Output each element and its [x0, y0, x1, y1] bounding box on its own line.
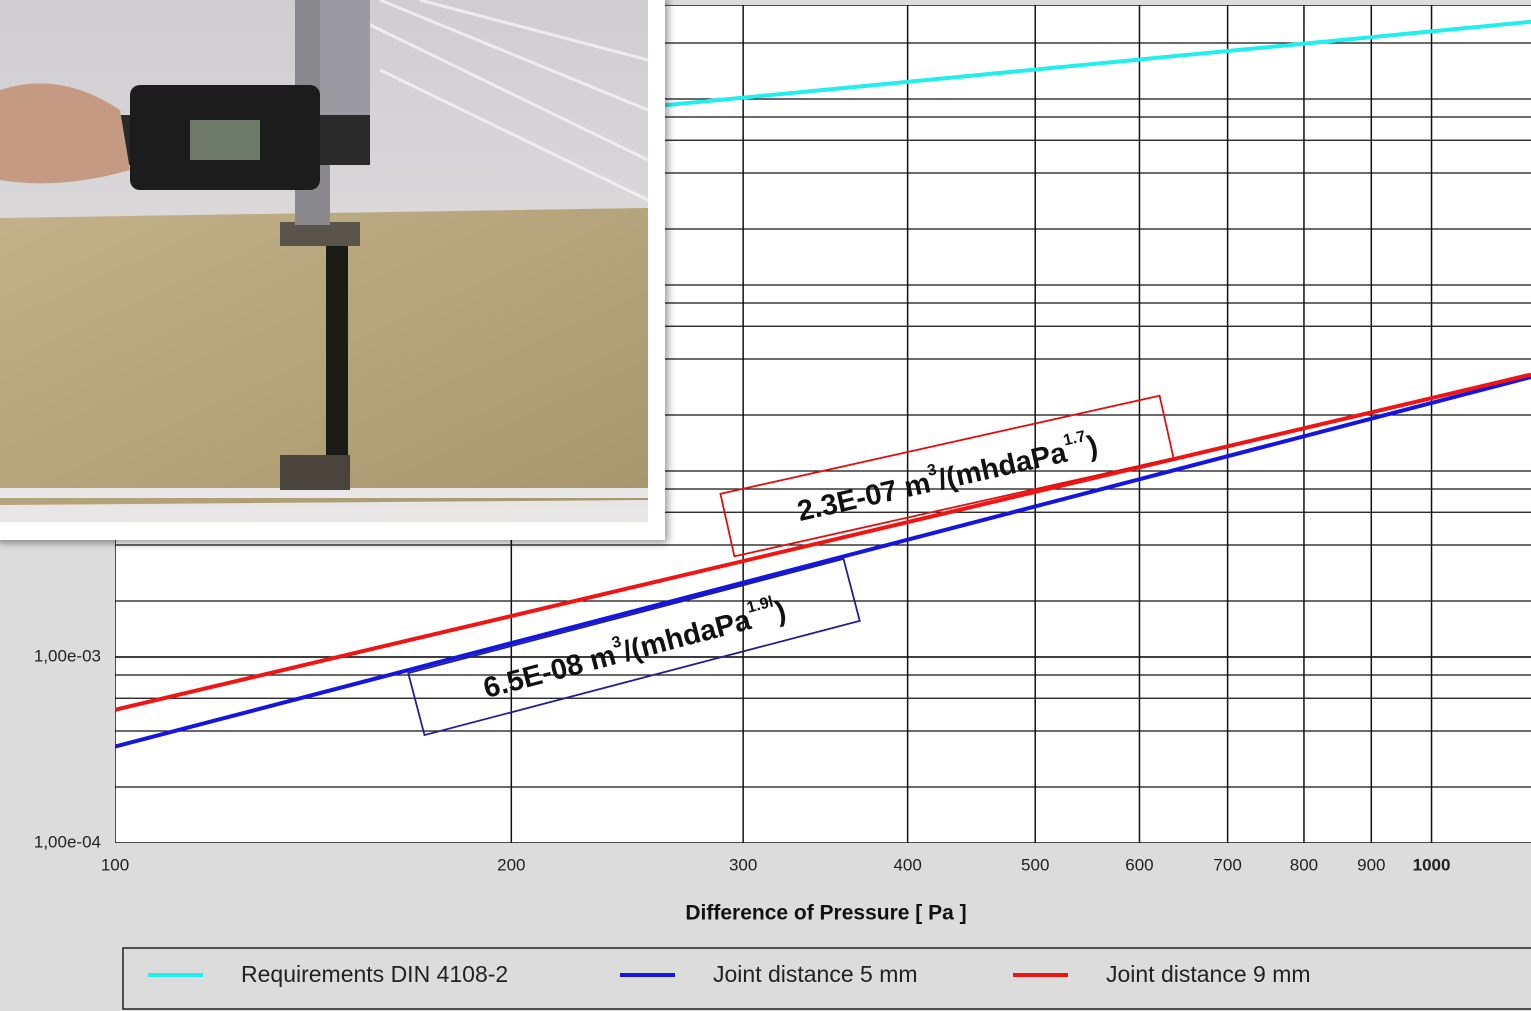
- chart: 1,00e-04 1,00e-03 100 200 300 400 500 600 700 800…: [0, 0, 1531, 1011]
- page: 1,00e-04 1,00e-03 100 200 300 400 500 600 700 800…: [0, 0, 1531, 1011]
- x-axis-title: Difference of Pressure [ Pa ]: [685, 902, 966, 925]
- y-tick-label: 1,00e-03: [34, 646, 101, 665]
- legend: Requirements DIN 4108-2 Joint distance 5 …: [148, 961, 1311, 987]
- y-tick-label: 1,00e-04: [34, 832, 101, 851]
- photo-caliper-display: [190, 120, 260, 160]
- x-tick-label: 1000: [1413, 855, 1451, 874]
- legend-label: Joint distance 9 mm: [1106, 961, 1311, 987]
- x-tick-label: 100: [101, 855, 129, 874]
- legend-label: Joint distance 5 mm: [713, 961, 918, 987]
- legend-label: Requirements DIN 4108-2: [241, 961, 508, 987]
- photo-joint-top: [280, 222, 360, 246]
- x-tick-label: 700: [1213, 855, 1241, 874]
- x-tick-label: 400: [893, 855, 921, 874]
- x-tick-label: 800: [1290, 855, 1318, 874]
- photo-joint-bottom: [280, 455, 350, 490]
- photo-joint: [326, 238, 348, 488]
- x-tick-label: 600: [1125, 855, 1153, 874]
- x-tick-label: 900: [1357, 855, 1385, 874]
- photo: [0, 0, 665, 540]
- x-tick-label: 200: [497, 855, 525, 874]
- x-tick-label: 300: [729, 855, 757, 874]
- x-tick-label: 500: [1021, 855, 1049, 874]
